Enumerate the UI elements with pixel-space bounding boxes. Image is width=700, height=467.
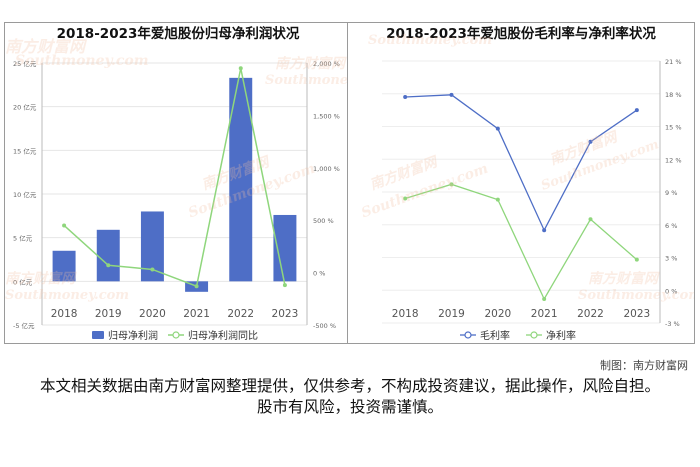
x-tick-label: 2021 <box>183 308 210 320</box>
y-tick-left: 0 亿元 <box>13 277 33 286</box>
x-tick-label: 2019 <box>95 308 122 320</box>
series-1-point-2018 <box>403 196 408 201</box>
x-tick-label: 2018 <box>51 308 78 320</box>
yoy-point-2023 <box>282 283 287 288</box>
x-tick-label: 2022 <box>577 308 604 320</box>
legend-swatch-marker <box>172 331 180 339</box>
y-tick-right: 0 % <box>665 287 677 295</box>
y-tick-left: -5 亿元 <box>13 321 35 330</box>
bar-2020 <box>140 211 164 282</box>
series-0-point-2020 <box>495 126 500 131</box>
y-tick-right: 500 % <box>313 217 334 225</box>
y-tick-right: -500 % <box>313 322 336 330</box>
series-0-point-2023 <box>634 108 639 113</box>
series-0-point-2019 <box>449 92 454 97</box>
yoy-point-2022 <box>238 66 243 71</box>
y-tick-left: 15 亿元 <box>13 146 37 155</box>
y-tick-right: 15 % <box>665 124 682 132</box>
series-0-point-2022 <box>588 139 593 144</box>
series-line-0 <box>405 94 638 232</box>
yoy-point-2020 <box>150 267 155 272</box>
right-chart-title: 2018-2023年爱旭股份毛利率与净利率状况 <box>386 26 656 42</box>
series-0-point-2018 <box>403 95 408 100</box>
series-1-point-2021 <box>542 296 547 301</box>
yoy-point-2018 <box>62 223 67 228</box>
x-tick-label: 2020 <box>139 308 166 320</box>
disclaimer-text: 本文相关数据由南方财富网整理提供，仅供参考，不构成投资建议，据此操作，风险自担。… <box>40 377 661 416</box>
y-tick-right: 21 % <box>665 58 682 66</box>
series-1-point-2019 <box>449 182 454 187</box>
y-tick-left: 20 亿元 <box>13 103 37 112</box>
right-chart-svg: 21 % 18 % 15 % 12 % 9 % 6 % 3 % 0 % -3 % 2018 2019… <box>382 58 682 342</box>
x-tick-label: 2023 <box>623 308 650 320</box>
series-0-point-2021 <box>542 228 547 233</box>
y-tick-left: 5 亿元 <box>13 234 33 243</box>
x-tick-label: 2023 <box>272 308 299 320</box>
y-tick-right: 0 % <box>313 270 325 278</box>
y-tick-left: 10 亿元 <box>13 190 37 199</box>
x-tick-label: 2019 <box>438 308 465 320</box>
legend-label-1: 净利率 <box>546 329 576 342</box>
legend-label-line: 归母净利润同比 <box>188 329 258 342</box>
legend-swatch-bar <box>92 331 104 339</box>
x-tick-label: 2018 <box>392 308 419 320</box>
x-tick-label: 2022 <box>227 308 254 320</box>
left-chart-svg: 25 亿元 20 亿元 15 亿元 10 亿元 5 亿元 0 亿元 -5 亿元 2,000 %… <box>13 59 340 342</box>
bar-2022 <box>229 77 253 282</box>
credit-text: 制图：南方财富网 <box>600 359 688 372</box>
y-tick-right: 9 % <box>665 189 677 197</box>
y-tick-right: 6 % <box>665 222 677 230</box>
x-tick-label: 2020 <box>484 308 511 320</box>
y-tick-right: 3 % <box>665 255 677 263</box>
bar-2023 <box>273 214 297 282</box>
series-1-point-2023 <box>634 257 639 262</box>
bar-2018 <box>52 250 76 282</box>
x-tick-label: 2021 <box>531 308 558 320</box>
legend-marker-1 <box>530 331 538 339</box>
series-1-point-2020 <box>495 197 500 202</box>
bar-2019 <box>96 229 120 282</box>
y-tick-left: 25 亿元 <box>13 59 37 68</box>
left-chart-title: 2018-2023年爱旭股份归母净利润状况 <box>56 26 300 42</box>
y-tick-right: 18 % <box>665 91 682 99</box>
y-tick-right: 2,000 % <box>313 60 340 68</box>
legend-label-0: 毛利率 <box>480 329 510 342</box>
y-tick-right: 12 % <box>665 156 682 164</box>
legend-label-bar: 归母净利润 <box>108 329 158 342</box>
yoy-point-2019 <box>106 263 111 268</box>
y-tick-right: 1,500 % <box>313 112 340 120</box>
yoy-line <box>63 68 286 288</box>
right-chart-panel: 21 % 18 % 15 % 12 % 9 % 6 % 3 % 0 % -3 % 2018 2019… <box>347 22 695 344</box>
y-tick-right: 1,000 % <box>313 165 340 173</box>
y-tick-right: -3 % <box>665 320 680 328</box>
series-1-point-2022 <box>588 217 593 222</box>
legend-marker-0 <box>464 331 472 339</box>
yoy-point-2021 <box>194 284 199 289</box>
series-line-1 <box>404 183 638 301</box>
left-chart-panel: 25 亿元 20 亿元 15 亿元 10 亿元 5 亿元 0 亿元 -5 亿元 2,000 %… <box>4 22 352 344</box>
